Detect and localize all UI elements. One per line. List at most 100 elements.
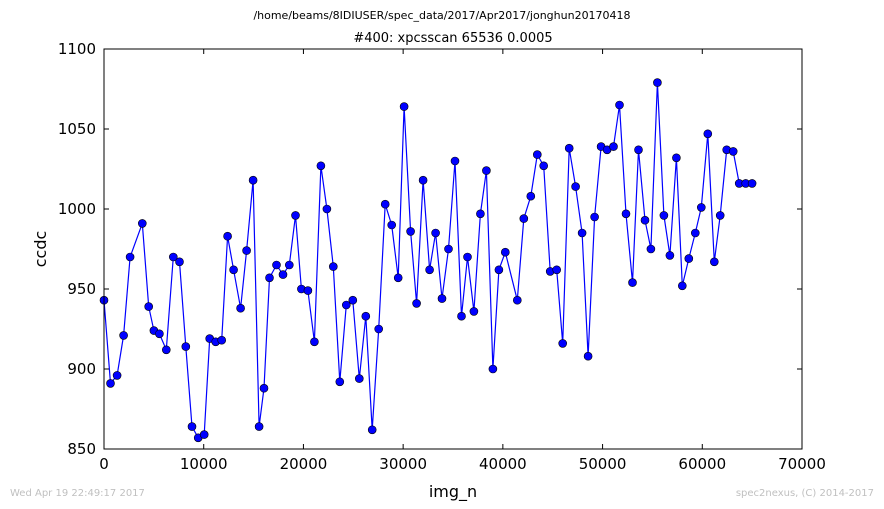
data-point (665, 251, 675, 260)
data-point (144, 302, 153, 311)
data-point (187, 422, 197, 431)
data-point (125, 252, 135, 262)
data-point (715, 211, 725, 220)
footer-timestamp: Wed Apr 19 22:49:17 2017 (10, 488, 145, 499)
data-point (552, 265, 562, 275)
data-point (728, 147, 738, 156)
data-point (482, 166, 491, 175)
data-point (254, 422, 264, 431)
data-point (335, 377, 345, 387)
y-tick-label: 1100 (58, 40, 96, 58)
data-point (646, 244, 656, 254)
data-point (539, 161, 549, 171)
data-point (328, 262, 338, 271)
data-point (457, 311, 466, 321)
data-point (437, 294, 447, 303)
data-point (119, 331, 128, 340)
data-point (476, 209, 485, 219)
plot-area-frame (103, 48, 803, 450)
data-point (431, 228, 440, 238)
data-point (609, 142, 618, 151)
data-point (532, 150, 542, 159)
data-point (659, 211, 669, 220)
x-tick-label: 10000 (180, 455, 228, 473)
x-tick-label: 70000 (778, 455, 826, 473)
data-point (463, 252, 472, 262)
data-point (242, 246, 251, 255)
data-point (621, 209, 631, 219)
data-point (322, 204, 332, 214)
data-point (169, 252, 178, 262)
data-point (175, 257, 184, 267)
data-point (488, 364, 498, 374)
x-axis-label: img_n (429, 482, 477, 502)
y-axis-label: ccdc (31, 231, 50, 268)
data-point (138, 219, 147, 228)
data-point (425, 265, 434, 275)
data-point (709, 257, 719, 267)
data-point (199, 430, 209, 439)
data-point (512, 295, 522, 305)
data-point (418, 175, 428, 185)
data-point (265, 273, 274, 283)
x-tick-label: 40000 (479, 455, 527, 473)
data-point (374, 324, 384, 334)
data-point (526, 191, 536, 201)
y-tick-label: 1050 (58, 120, 96, 138)
data-point (284, 260, 294, 270)
x-tick-label: 0 (99, 455, 109, 473)
data-point (223, 231, 232, 241)
y-tick-label: 950 (67, 280, 96, 298)
data-point (361, 311, 371, 321)
data-point (248, 175, 258, 185)
data-point (316, 161, 326, 171)
data-point (259, 383, 269, 393)
data-point (450, 156, 460, 166)
data-point (564, 143, 574, 153)
y-tick-label: 1000 (58, 200, 96, 218)
data-point (303, 286, 313, 295)
data-point (672, 153, 681, 163)
data-point (162, 345, 171, 355)
data-point (367, 425, 377, 435)
data-point (387, 220, 397, 230)
data-point (747, 179, 757, 188)
x-tick-label: 50000 (579, 455, 627, 473)
data-point (690, 228, 700, 238)
data-point (412, 299, 421, 308)
data-point (181, 342, 191, 351)
y-tick-label: 850 (67, 440, 96, 458)
figure-suptitle: /home/beams/8IDIUSER/spec_data/2017/Apr2… (253, 9, 631, 22)
data-point (217, 335, 226, 345)
data-point (558, 339, 568, 348)
data-point (634, 145, 643, 155)
data-point (684, 254, 694, 263)
data-point (703, 129, 713, 139)
data-point (229, 265, 238, 275)
data-point (571, 182, 580, 191)
data-point (653, 78, 662, 87)
data-point (406, 227, 415, 236)
data-point (236, 303, 245, 313)
data-point (272, 260, 281, 270)
data-point (640, 215, 650, 225)
data-point (354, 374, 364, 383)
data-point (500, 247, 510, 257)
data-point (628, 278, 637, 287)
data-point (291, 211, 300, 220)
data-point (341, 300, 351, 310)
data-point (278, 270, 288, 279)
series-line (103, 82, 753, 439)
data-point (155, 329, 164, 339)
data-point (393, 273, 403, 283)
data-point (494, 265, 504, 275)
data-point (677, 281, 687, 291)
chart-title: #400: xpcsscan 65536 0.0005 (353, 31, 552, 46)
data-point (106, 379, 115, 388)
data-point (112, 371, 122, 380)
y-tick-label: 900 (67, 360, 96, 378)
x-tick-label: 30000 (379, 455, 427, 473)
data-point (310, 337, 319, 347)
x-tick-label: 20000 (280, 455, 328, 473)
x-tick-label: 60000 (678, 455, 726, 473)
